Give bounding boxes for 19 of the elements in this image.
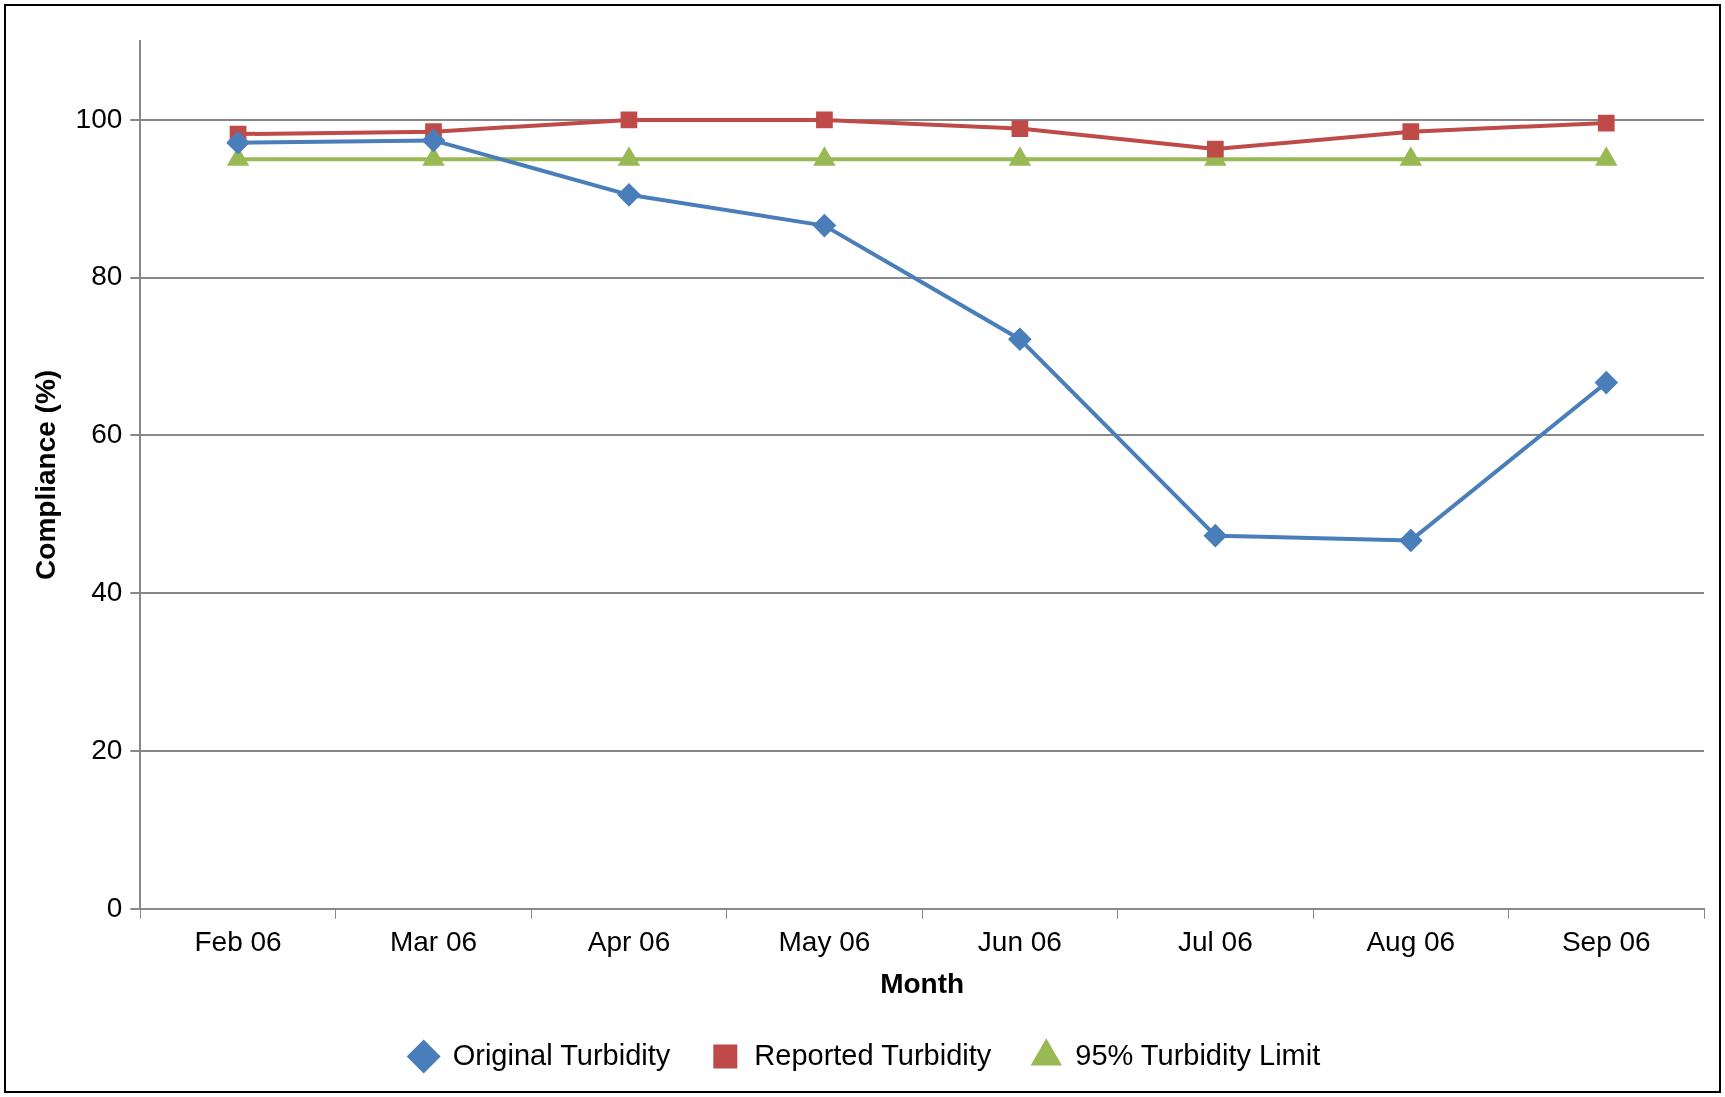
y-tick-label: 20	[91, 733, 123, 765]
y-tick-label: 100	[75, 102, 123, 134]
x-tick-label: Mar 06	[389, 926, 478, 958]
x-tick-label: Jul 06	[1177, 926, 1253, 958]
y-tick-label: 40	[91, 575, 123, 607]
x-tick-label: May 06	[778, 926, 871, 958]
x-tick-label: Aug 06	[1366, 926, 1456, 958]
y-tick-label: 0	[106, 891, 123, 923]
legend-label: 95% Turbidity Limit	[1075, 1038, 1321, 1071]
x-tick-label: Sep 06	[1561, 926, 1651, 958]
x-tick-label: Feb 06	[194, 926, 282, 958]
y-tick-label: 80	[91, 260, 123, 292]
x-axis-title: Month	[880, 967, 965, 999]
y-tick-label: 60	[91, 418, 123, 450]
x-tick-label: Apr 06	[587, 926, 671, 958]
x-tick-label: Jun 06	[977, 926, 1062, 958]
legend-label: Reported Turbidity	[754, 1038, 992, 1071]
legend-label: Original Turbidity	[452, 1038, 671, 1071]
y-axis-title: Compliance (%)	[29, 369, 61, 580]
